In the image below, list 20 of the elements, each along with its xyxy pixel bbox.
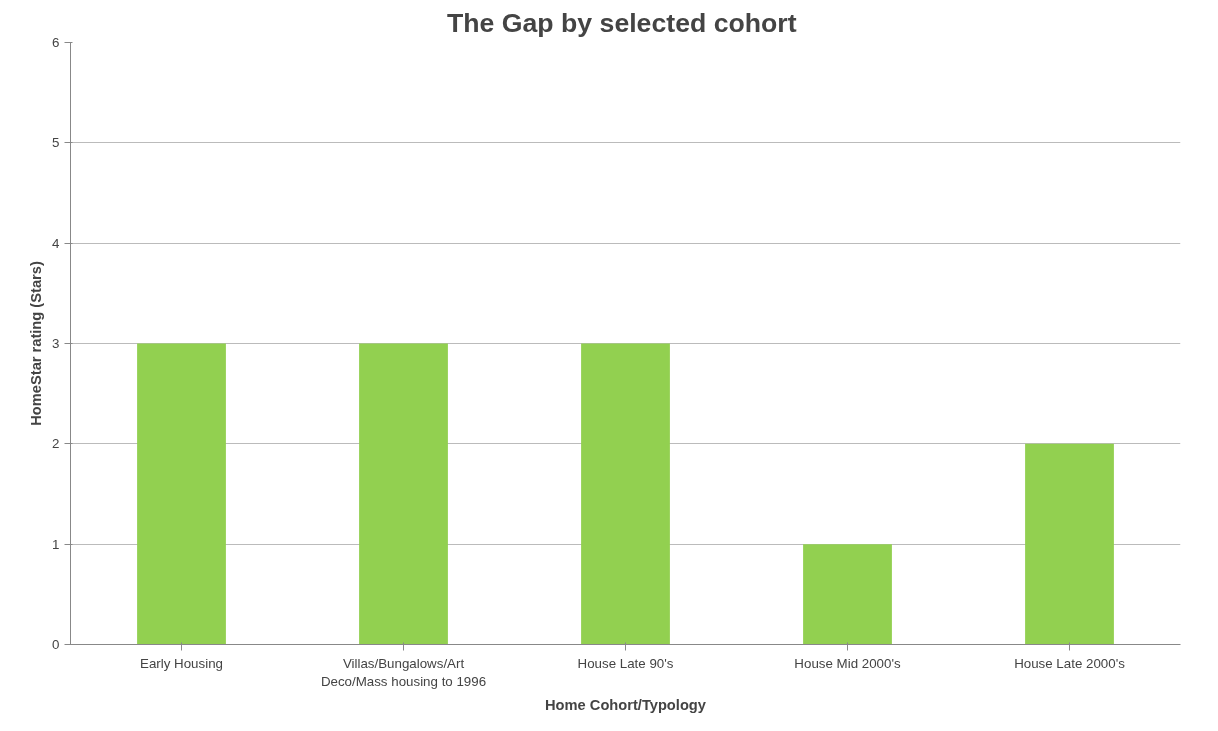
y-tick-label: 4 bbox=[52, 235, 61, 251]
bar bbox=[359, 343, 448, 645]
bar bbox=[1025, 443, 1114, 645]
x-tick-label: Villas/Bungalows/Art Deco/Mass housing to 1996 bbox=[320, 655, 487, 689]
x-tick-label: House Mid 2000's bbox=[794, 655, 901, 671]
x-tick-label: Early Housing bbox=[140, 655, 223, 671]
bar bbox=[137, 343, 226, 645]
bar bbox=[803, 544, 892, 645]
chart-title: The Gap by selected cohort bbox=[447, 7, 797, 38]
x-axis-title: Home Cohort/Typology bbox=[545, 696, 707, 713]
y-tick-label: 0 bbox=[52, 637, 60, 652]
y-tick-label: 1 bbox=[52, 536, 60, 552]
y-tick-label: 5 bbox=[52, 135, 60, 151]
y-tick-label: 2 bbox=[52, 436, 60, 452]
y-tick-label: 3 bbox=[52, 336, 60, 351]
bar bbox=[581, 343, 670, 645]
y-tick-label: 6 bbox=[52, 35, 60, 50]
x-tick-label: House Late 2000's bbox=[1014, 655, 1126, 671]
x-tick-label: House Late 90's bbox=[577, 655, 674, 671]
y-axis-title: HomeStar rating (Stars) bbox=[28, 261, 45, 426]
